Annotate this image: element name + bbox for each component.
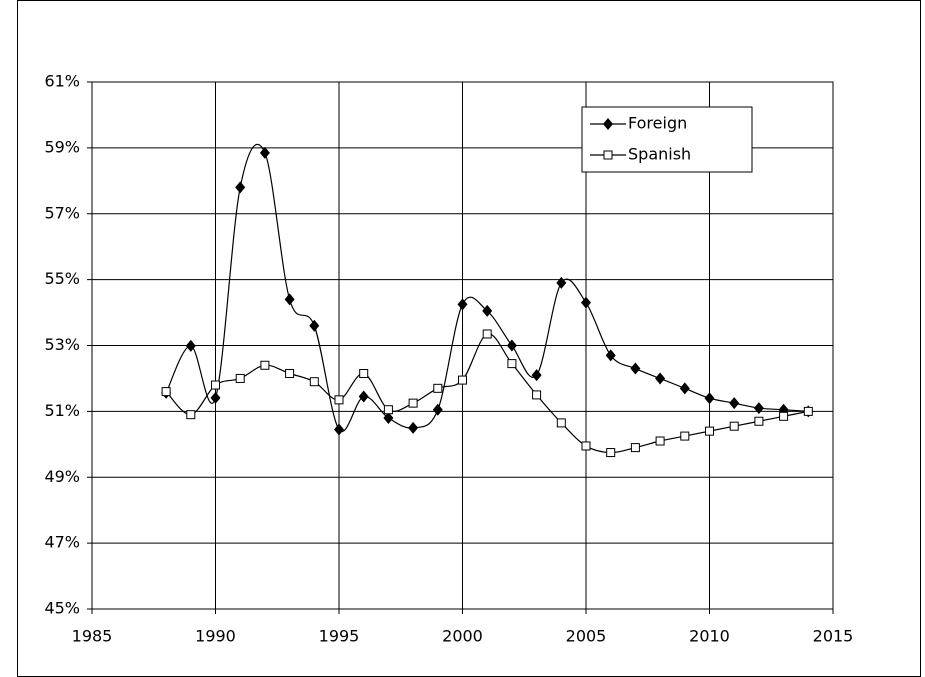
legend: Foreign Spanish — [581, 106, 753, 173]
marker — [185, 339, 196, 352]
marker — [704, 392, 715, 405]
marker — [285, 368, 295, 378]
marker — [680, 431, 690, 441]
marker — [531, 369, 542, 382]
marker — [284, 293, 295, 306]
marker — [235, 373, 245, 383]
marker — [235, 181, 246, 194]
marker — [383, 405, 393, 415]
marker — [383, 411, 394, 424]
marker — [433, 383, 443, 393]
marker — [655, 372, 666, 385]
marker — [532, 390, 542, 400]
marker — [309, 377, 319, 387]
marker — [556, 276, 567, 289]
series-line — [165, 143, 809, 433]
y-tick-label: 53% — [44, 335, 80, 354]
marker — [334, 423, 344, 436]
marker — [457, 298, 468, 311]
marker — [753, 402, 764, 415]
marker — [679, 382, 690, 395]
marker — [408, 398, 418, 408]
x-tick-label: 1985 — [72, 627, 113, 646]
marker — [754, 416, 764, 426]
y-tick-label: 61% — [44, 72, 80, 91]
x-tick-label: 1995 — [319, 627, 360, 646]
marker — [581, 441, 591, 451]
marker — [186, 410, 196, 420]
legend-label: Spanish — [628, 145, 691, 164]
legend-label: Foreign — [628, 114, 687, 133]
marker — [803, 406, 813, 416]
y-tick-label: 51% — [44, 401, 80, 420]
marker — [581, 296, 591, 309]
plot-border — [91, 81, 834, 610]
chart-frame — [17, 0, 921, 677]
marker — [556, 418, 566, 428]
marker — [260, 360, 270, 370]
marker — [432, 403, 443, 416]
marker — [161, 387, 171, 397]
marker — [359, 368, 369, 378]
y-tick-label: 59% — [44, 137, 80, 156]
marker — [729, 397, 740, 410]
marker — [358, 390, 369, 403]
marker — [630, 362, 641, 375]
marker — [506, 339, 517, 352]
marker — [603, 150, 613, 160]
marker — [482, 304, 493, 317]
y-tick-label: 57% — [44, 203, 80, 222]
marker — [729, 421, 739, 431]
marker — [606, 448, 616, 458]
marker — [408, 421, 419, 434]
marker — [630, 443, 640, 453]
marker — [507, 359, 517, 369]
marker — [603, 118, 613, 130]
marker — [482, 329, 492, 339]
marker — [655, 436, 665, 446]
x-tick-label: 2005 — [566, 627, 607, 646]
x-tick-label: 2015 — [813, 627, 854, 646]
x-tick-label: 2000 — [442, 627, 483, 646]
y-tick-label: 45% — [44, 599, 80, 618]
marker — [259, 146, 270, 159]
marker — [309, 319, 320, 332]
y-tick-label: 55% — [44, 269, 80, 288]
marker — [210, 391, 221, 404]
legend-box — [581, 106, 753, 173]
x-tick-label: 2010 — [689, 627, 730, 646]
marker — [705, 426, 714, 436]
marker — [211, 380, 220, 390]
x-tick-label: 1990 — [195, 627, 236, 646]
marker — [334, 395, 344, 405]
y-tick-label: 49% — [44, 467, 80, 486]
marker — [779, 411, 789, 421]
marker — [458, 375, 467, 385]
y-tick-label: 47% — [44, 533, 80, 552]
marker — [605, 349, 616, 362]
